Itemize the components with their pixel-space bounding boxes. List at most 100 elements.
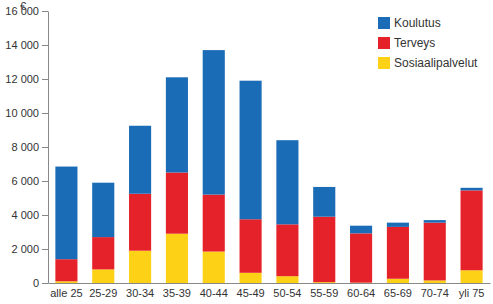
y-tick: 2 000	[11, 243, 48, 255]
bar	[55, 167, 77, 260]
x-tick: 70-74	[421, 283, 449, 299]
bar	[313, 217, 335, 282]
y-tick-label: 12 000	[5, 73, 39, 85]
bar	[92, 237, 114, 269]
y-tick-mark	[42, 181, 48, 182]
y-tick-mark	[42, 215, 48, 216]
y-tick-mark	[42, 113, 48, 114]
y-tick-label: 8 000	[11, 141, 39, 153]
bar	[387, 279, 409, 283]
y-tick-mark	[42, 79, 48, 80]
x-tick: 30-34	[126, 283, 154, 299]
legend-item: Terveys	[378, 36, 435, 50]
y-tick: 12 000	[5, 73, 48, 85]
legend-label: Koulutus	[394, 16, 441, 30]
x-tick: yli 75	[459, 283, 485, 299]
x-axis: alle 25 25-29 30-34 35-39 40-44 45-49 50-54 55-…	[49, 283, 491, 299]
y-tick-label: 0	[33, 277, 39, 289]
bar	[203, 50, 225, 195]
legend-swatch	[378, 57, 390, 69]
x-tick-label: 35-39	[163, 287, 191, 299]
bar	[424, 223, 446, 281]
x-tick-label: 30-34	[126, 287, 154, 299]
bar	[461, 188, 483, 191]
series	[55, 173, 482, 283]
bar	[387, 227, 409, 279]
bar	[461, 270, 483, 283]
y-axis-line	[48, 12, 49, 284]
y-tick-label: 2 000	[11, 243, 39, 255]
bar	[55, 259, 77, 281]
x-tick-label: 70-74	[421, 287, 449, 299]
legend-item: Sosiaalipalvelut	[378, 56, 478, 70]
chart: 0 2 000 4 000 6 000 8 000 10 000 12 000 14 000 1…	[0, 0, 493, 304]
x-tick: 50-54	[273, 283, 301, 299]
bar	[166, 173, 188, 234]
y-tick-mark	[42, 283, 48, 284]
y-tick: 10 000	[5, 107, 48, 119]
x-tick-label: yli 75	[459, 287, 485, 299]
bar	[387, 223, 409, 227]
x-tick: 45-49	[237, 283, 265, 299]
y-tick: 8 000	[11, 141, 48, 153]
legend-swatch	[378, 37, 390, 49]
bar	[240, 273, 262, 283]
bar	[166, 77, 188, 172]
bar	[276, 276, 298, 283]
y-tick: 6 000	[11, 175, 48, 187]
legend-label: Terveys	[394, 36, 435, 50]
y-tick-mark	[42, 147, 48, 148]
y-tick: 0	[33, 277, 48, 289]
bar	[129, 194, 151, 251]
y-tick-mark	[42, 11, 48, 12]
bar	[92, 269, 114, 283]
x-tick: 65-69	[384, 283, 412, 299]
y-tick-label: 4 000	[11, 209, 39, 221]
legend: Koulutus Terveys Sosiaalipalvelut	[378, 16, 478, 70]
y-tick: 16 000	[5, 5, 48, 17]
bar	[350, 226, 372, 234]
x-tick: 55-59	[310, 283, 338, 299]
bar	[424, 220, 446, 223]
bar	[240, 219, 262, 273]
x-tick: 25-29	[89, 283, 117, 299]
y-tick-label: 10 000	[5, 107, 39, 119]
x-tick-label: 55-59	[310, 287, 338, 299]
series	[55, 50, 482, 259]
bar	[350, 233, 372, 282]
y-tick: 14 000	[5, 39, 48, 51]
bar	[424, 280, 446, 283]
y-tick: 4 000	[11, 209, 48, 221]
bar	[203, 195, 225, 252]
x-tick-label: 40-44	[200, 287, 228, 299]
bar	[240, 81, 262, 220]
bar	[129, 251, 151, 283]
bar	[92, 183, 114, 237]
series	[55, 234, 482, 283]
y-tick-label: 6 000	[11, 175, 39, 187]
y-tick-label: 14 000	[5, 39, 39, 51]
y-tick-mark	[42, 249, 48, 250]
x-tick: 60-64	[347, 283, 375, 299]
y-axis-title: €	[20, 0, 26, 12]
legend-swatch	[378, 17, 390, 29]
x-tick-label: 25-29	[89, 287, 117, 299]
bar	[129, 126, 151, 194]
y-axis: 0 2 000 4 000 6 000 8 000 10 000 12 000 14 000 1…	[5, 5, 48, 289]
x-tick-label: 65-69	[384, 287, 412, 299]
legend-item: Koulutus	[378, 16, 441, 30]
x-tick: 40-44	[200, 283, 228, 299]
bar	[166, 234, 188, 283]
x-tick-label: 45-49	[237, 287, 265, 299]
x-tick-label: 60-64	[347, 287, 375, 299]
x-tick-label: 50-54	[273, 287, 301, 299]
bar	[313, 187, 335, 217]
x-tick-label: alle 25	[50, 287, 82, 299]
legend-label: Sosiaalipalvelut	[394, 56, 478, 70]
bar	[276, 140, 298, 224]
x-tick: 35-39	[163, 283, 191, 299]
bar	[203, 252, 225, 283]
plot: 0 2 000 4 000 6 000 8 000 10 000 12 000 14 000 1…	[5, 5, 490, 299]
bars	[55, 50, 482, 283]
x-tick: alle 25	[50, 283, 82, 299]
